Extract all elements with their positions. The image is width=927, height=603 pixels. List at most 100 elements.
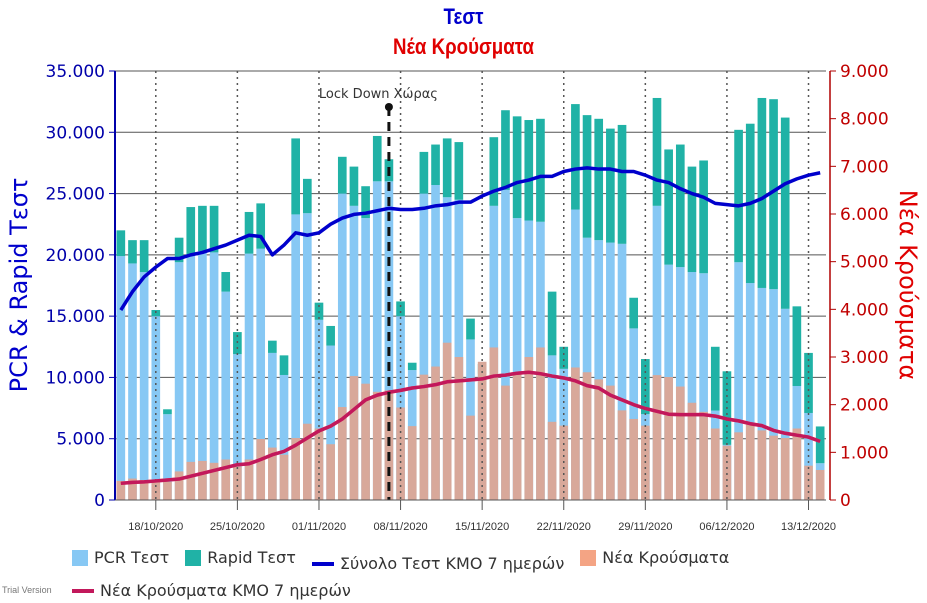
y-tick-label: 25.000: [46, 185, 105, 205]
rapid-bar: [268, 340, 277, 353]
pcr-bar: [745, 283, 755, 500]
rapid-bar: [198, 205, 207, 252]
legend-item[interactable]: PCR Τεστ: [72, 546, 169, 570]
cases-bar: [349, 376, 359, 500]
legend-swatch-icon: [580, 550, 597, 566]
cases-7day-line: [120, 370, 821, 486]
cases-bar: [745, 423, 755, 500]
cases-bar: [337, 407, 347, 500]
legend-item[interactable]: Νέα Κρούσματα ΚΜΟ 7 ημερών: [72, 579, 351, 603]
legend-swatch-icon: [185, 550, 202, 566]
rapid-bar: [279, 355, 289, 375]
pcr-bar: [163, 414, 172, 500]
pcr-bar: [687, 272, 697, 500]
pcr-bar: [501, 189, 510, 500]
rapid-bar: [734, 129, 743, 263]
x-tick-label: 15/11/2020: [455, 521, 509, 533]
cases-bar: [151, 480, 161, 500]
rapid-bar: [524, 120, 534, 221]
rapid-bar: [582, 115, 592, 238]
y2-tick-label: 4.000: [840, 300, 889, 320]
cases-bar: [675, 386, 685, 500]
rapid-bar: [675, 144, 685, 268]
rapid-bar: [337, 156, 347, 194]
pcr-bar: [606, 242, 615, 500]
cases-bar: [629, 418, 639, 500]
y-tick-label: 35.000: [46, 62, 105, 82]
y-tick-label: 0: [94, 491, 105, 511]
legend-item[interactable]: Νέα Κρούσματα: [580, 546, 729, 570]
left-axis-title: PCR & Rapid Τεστ: [5, 178, 33, 393]
y2-tick-label: 7.000: [840, 157, 889, 177]
rapid-bar: [815, 426, 825, 464]
rapid-bar: [291, 138, 300, 215]
y2-tick-label: 5.000: [840, 253, 889, 273]
pcr-bar: [279, 374, 289, 500]
cases-bar: [244, 459, 254, 500]
cases-bar: [582, 372, 592, 500]
rapid-bar: [151, 310, 161, 317]
rapid-bar: [431, 144, 440, 185]
rapid-bar: [652, 97, 662, 206]
pcr-bar: [256, 248, 266, 500]
pcr-bar: [326, 345, 335, 500]
cases-bar: [687, 402, 697, 500]
rapid-bar: [396, 301, 405, 317]
pcr-bar: [268, 352, 277, 500]
pcr-bar: [675, 267, 685, 500]
rapid-bar: [629, 297, 639, 329]
cases-bar: [652, 375, 662, 500]
cases-bar: [442, 342, 452, 500]
rapid-bar: [233, 332, 242, 355]
tests-7day-line: [119, 166, 821, 311]
y2-tick-label: 9.000: [840, 62, 889, 82]
cases-bar: [594, 379, 604, 500]
cases-bar: [722, 445, 732, 500]
legend-label: Νέα Κρούσματα: [602, 548, 730, 567]
pcr-bar: [361, 218, 370, 501]
rapid-bar: [617, 124, 627, 244]
legend-item[interactable]: Σύνολο Τεστ ΚΜΟ 7 ημερών: [311, 552, 565, 576]
rapid-bar: [372, 135, 382, 182]
pcr-bar: [699, 273, 708, 500]
rapid-bar: [512, 116, 522, 219]
rapid-bar: [489, 137, 499, 206]
rapid-bar: [466, 318, 475, 340]
pcr-bar: [454, 199, 464, 500]
chart-legend: PCR Τεστ Rapid Τεστ Σύνολο Τεστ ΚΜΟ 7 ημερ…: [72, 546, 892, 603]
rapid-bar: [594, 118, 604, 241]
legend-line-icon: [311, 562, 334, 566]
rapid-bar: [419, 151, 429, 194]
legend-label: Σύνολο Τεστ ΚΜΟ 7 ημερών: [339, 554, 565, 573]
x-tick-label: 18/10/2020: [128, 521, 183, 533]
y2-tick-label: 6.000: [840, 205, 889, 225]
cases-bar: [419, 374, 429, 500]
y2-tick-label: 1.000: [840, 443, 889, 463]
pcr-bar: [617, 243, 627, 500]
pcr-bar: [512, 218, 522, 501]
rapid-bar: [349, 166, 359, 206]
rapid-bar: [780, 117, 790, 309]
pcr-bar: [186, 254, 196, 500]
cases-bar: [139, 479, 149, 500]
x-tick-label: 29/11/2020: [618, 521, 672, 533]
y2-tick-label: 0: [840, 491, 851, 511]
chart-subtitle: Νέα Κρούσματα: [392, 34, 535, 59]
pcr-bar: [349, 205, 359, 501]
cases-bar: [163, 481, 172, 500]
x-tick-label: 01/11/2020: [292, 521, 346, 533]
pcr-bar: [419, 193, 429, 501]
cases-bar: [302, 423, 312, 500]
rapid-bar: [664, 149, 673, 265]
lockdown-annotation: Lock Down Χώρας: [319, 87, 438, 102]
pcr-bar: [571, 209, 580, 500]
rapid-bar: [710, 346, 720, 411]
x-tick-label: 25/10/2020: [210, 521, 265, 533]
pcr-bar: [734, 262, 743, 500]
pcr-bar: [221, 291, 231, 500]
rapid-bar: [606, 128, 615, 243]
y-tick-label: 10.000: [46, 368, 105, 388]
chart-title: Τεστ: [443, 4, 484, 29]
cases-bar: [128, 478, 137, 500]
legend-item[interactable]: Rapid Τεστ: [185, 546, 296, 570]
